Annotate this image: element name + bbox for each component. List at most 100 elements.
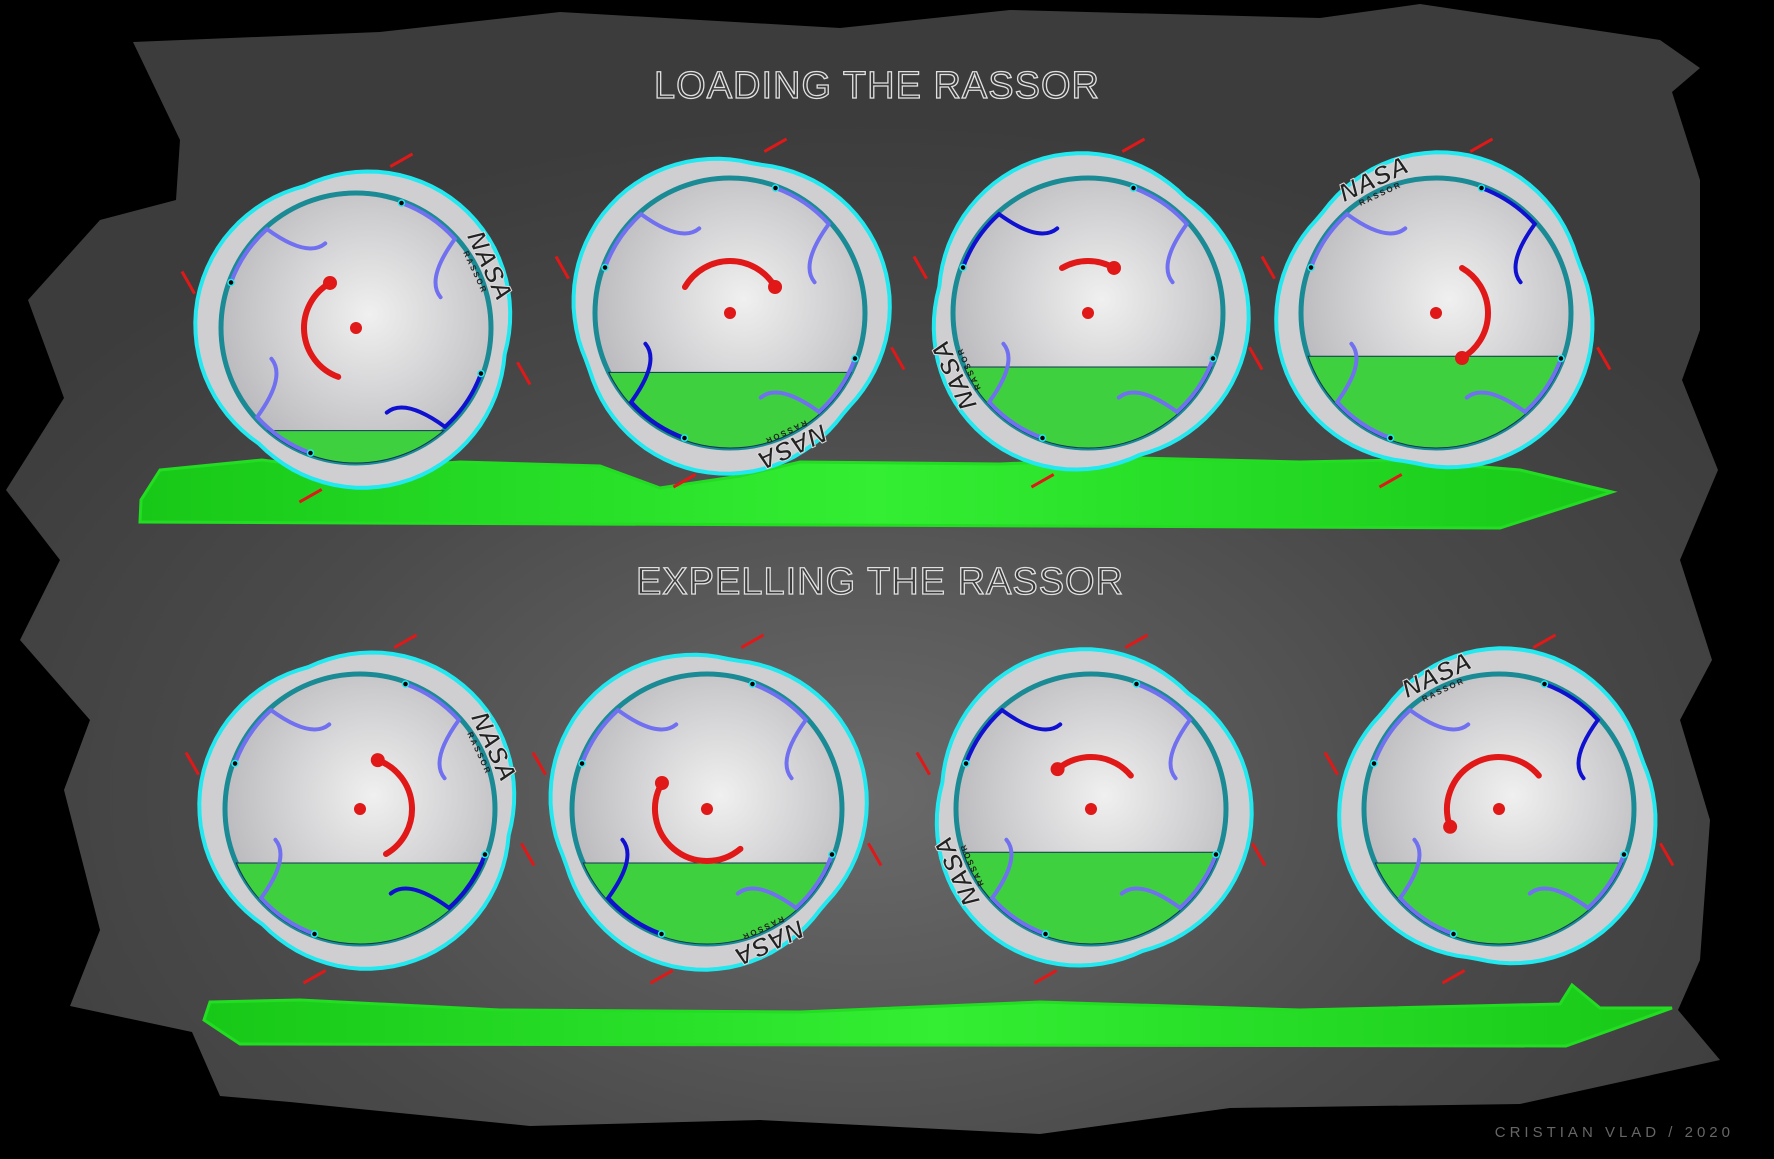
scoop-hinge — [1449, 930, 1458, 938]
scoop-arm — [403, 682, 462, 781]
drum-axle — [1085, 803, 1097, 815]
scoop-arm — [229, 226, 328, 285]
scoop-arm — [1116, 356, 1215, 415]
scoop-tooth — [516, 361, 532, 386]
scoop-hinge — [477, 369, 485, 378]
scoop-hinge — [1038, 434, 1047, 442]
scoop-tooth — [1260, 255, 1276, 280]
rotation-arrowhead — [323, 275, 337, 290]
scoop-arm — [1334, 341, 1393, 440]
scoop-hinge — [1209, 354, 1217, 363]
scoop-tooth — [1532, 633, 1557, 649]
scoop-arm — [580, 707, 679, 766]
scoop-hinge — [1557, 354, 1565, 363]
drum-axle — [724, 307, 736, 319]
loading-title: LOADING THE RASSOR — [654, 65, 1100, 107]
scoop-tooth — [520, 842, 536, 867]
rotation-arrowhead — [1107, 260, 1121, 275]
drum-axle — [701, 803, 713, 815]
scoop-arm — [735, 852, 834, 911]
drum-axle — [354, 803, 366, 815]
scoop-tooth — [184, 751, 200, 776]
scoop-hinge — [657, 930, 666, 938]
scoop-tooth — [890, 346, 906, 371]
scoop-tooth — [554, 255, 570, 280]
rotation-arrowhead — [370, 753, 385, 768]
scoop-tooth — [1030, 473, 1055, 489]
drum-axle — [1493, 803, 1505, 815]
scoop-hinge — [962, 759, 970, 768]
scoop-arm — [1119, 852, 1218, 911]
scoop-hinge — [1132, 680, 1141, 688]
scoop-hinge — [959, 263, 967, 272]
rotation-arrow — [374, 757, 415, 858]
scoop-tooth — [1441, 969, 1466, 985]
scoop-hinge — [680, 434, 689, 442]
scoop-arm — [1131, 186, 1190, 285]
scoop-hinge — [578, 759, 586, 768]
scoop-hinge — [401, 680, 410, 688]
rotation-arrow — [1444, 754, 1542, 830]
scoop-arm — [254, 356, 313, 455]
scoop-hinge — [1386, 434, 1395, 442]
scoop-hinge — [306, 449, 315, 457]
scoop-arm — [989, 837, 1048, 936]
scoop-hinge — [828, 850, 836, 859]
rotation-arrowhead — [1443, 819, 1458, 834]
scoop-arm — [773, 186, 832, 285]
scoop-tooth — [1033, 969, 1058, 985]
scoop-arm — [758, 356, 857, 415]
scoop-arm — [1527, 852, 1626, 911]
scoop-tooth — [1124, 633, 1149, 649]
scoop-hinge — [601, 263, 609, 272]
scoop-hinge — [1129, 184, 1138, 192]
scoop-arm — [1309, 211, 1408, 270]
scoop-arm — [1464, 356, 1563, 415]
scoop-tooth — [298, 488, 323, 504]
rotation-arrow — [301, 279, 342, 380]
rotation-arrowhead — [1050, 762, 1065, 777]
expelling-title: EXPELLING THE RASSOR — [636, 561, 1124, 603]
scoop-tooth — [531, 751, 547, 776]
scoop-arm — [399, 201, 458, 300]
scoop-tooth — [1659, 842, 1675, 867]
rotation-arrow — [1459, 264, 1491, 362]
scoop-hinge — [748, 680, 757, 688]
drum-axle — [350, 322, 362, 334]
scoop-tooth — [1251, 842, 1267, 867]
rotation-arrow — [681, 258, 779, 290]
scoop-arm — [1397, 837, 1456, 936]
scoop-tooth — [180, 270, 196, 295]
scoop-tooth — [912, 255, 928, 280]
scoop-hinge — [1477, 184, 1486, 192]
regolith-ground-expelling — [202, 982, 1673, 1048]
scoop-tooth — [915, 751, 931, 776]
author-credit: CRISTIAN VLAD / 2020 — [1494, 1124, 1734, 1141]
scoop-tooth — [302, 969, 327, 985]
scoop-hinge — [481, 850, 489, 859]
drum-axle — [1430, 307, 1442, 319]
scoop-arm — [258, 837, 317, 936]
scoop-arm — [388, 852, 487, 911]
scoop-arm — [1134, 682, 1193, 781]
scoop-hinge — [1540, 680, 1549, 688]
scoop-tooth — [672, 473, 697, 489]
scoop-tooth — [1323, 751, 1339, 776]
scoop-arm — [961, 211, 1060, 270]
scoop-tooth — [763, 137, 788, 153]
rotation-arrowhead — [1455, 351, 1469, 366]
scoop-tooth — [1378, 473, 1403, 489]
scoop-tooth — [649, 969, 674, 985]
rotation-arrow — [652, 780, 744, 864]
scoop-hinge — [310, 930, 319, 938]
scoop-arm — [1479, 186, 1538, 285]
scoop-arm — [233, 707, 332, 766]
scoop-tooth — [867, 842, 883, 867]
scoop-tooth — [1248, 346, 1264, 371]
scoop-arm — [1542, 682, 1601, 781]
